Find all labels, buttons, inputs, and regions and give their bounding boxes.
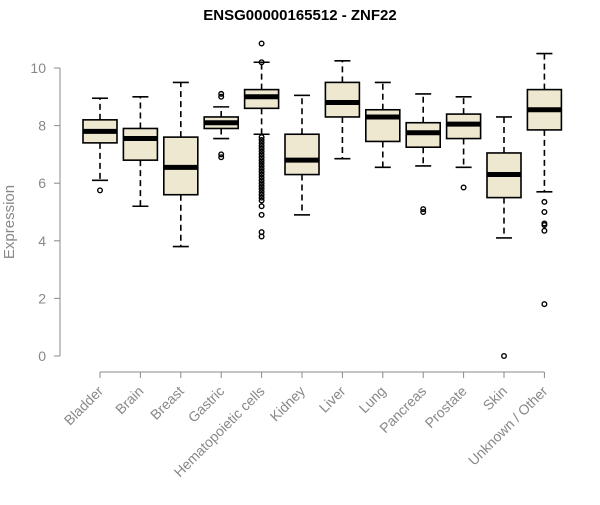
outlier-point	[258, 136, 265, 143]
outlier-point	[258, 160, 265, 167]
outlier-point	[541, 208, 548, 215]
outlier-point	[258, 188, 265, 195]
outlier-point	[258, 142, 265, 149]
outlier-point	[258, 203, 265, 210]
outlier-point	[258, 168, 265, 175]
outlier-point	[258, 40, 265, 47]
outlier-point	[541, 221, 548, 228]
outlier-point	[258, 148, 265, 155]
x-tick-label: Breast	[147, 383, 187, 423]
outlier-point	[258, 162, 265, 169]
x-tick-label: Lung	[356, 383, 389, 416]
x-tick-label: Prostate	[422, 383, 470, 431]
y-tick-label: 4	[38, 233, 46, 249]
y-tick-label: 8	[38, 118, 46, 134]
x-tick-label: Brain	[112, 383, 146, 417]
outlier-point	[218, 93, 225, 100]
outlier-point	[541, 301, 548, 308]
box	[122, 127, 159, 161]
y-tick-label: 6	[38, 175, 46, 191]
y-tick-label: 10	[30, 60, 46, 76]
outlier-point	[258, 180, 265, 187]
outlier-point	[258, 191, 265, 198]
outlier-point	[258, 185, 265, 192]
outlier-point	[258, 145, 265, 152]
outlier-point	[541, 198, 548, 205]
outlier-point	[258, 59, 265, 66]
outlier-point	[258, 154, 265, 161]
box	[284, 133, 320, 176]
outlier-point	[258, 233, 265, 240]
outlier-point	[96, 187, 103, 194]
outlier-point	[218, 90, 225, 97]
outlier-point	[541, 227, 548, 234]
outlier-point	[258, 197, 265, 204]
outlier-point	[258, 211, 265, 218]
x-tick-label: Kidney	[267, 383, 309, 425]
outlier-point	[258, 194, 265, 201]
outlier-point	[258, 151, 265, 158]
outlier-point	[258, 157, 265, 164]
outlier-point	[218, 151, 225, 158]
y-tick-label: 2	[38, 290, 46, 306]
y-axis-label: Expression	[1, 185, 18, 259]
outlier-point	[460, 184, 467, 191]
outlier-point	[258, 139, 265, 146]
outlier-point	[258, 174, 265, 181]
outlier-point	[258, 183, 265, 190]
outlier-point	[420, 208, 427, 215]
outlier-point	[420, 206, 427, 213]
outlier-point	[218, 154, 225, 161]
chart-title: ENSG00000165512 - ZNF22	[203, 7, 397, 24]
y-tick-label: 0	[38, 348, 46, 364]
outlier-point	[258, 134, 265, 141]
outlier-point	[258, 177, 265, 184]
outlier-point	[258, 171, 265, 178]
box	[324, 81, 361, 118]
outlier-point	[501, 353, 508, 360]
x-tick-label: Bladder	[61, 383, 107, 429]
outlier-point	[258, 165, 265, 172]
x-tick-label: Skin	[480, 383, 511, 414]
x-tick-label: Liver	[316, 383, 349, 416]
